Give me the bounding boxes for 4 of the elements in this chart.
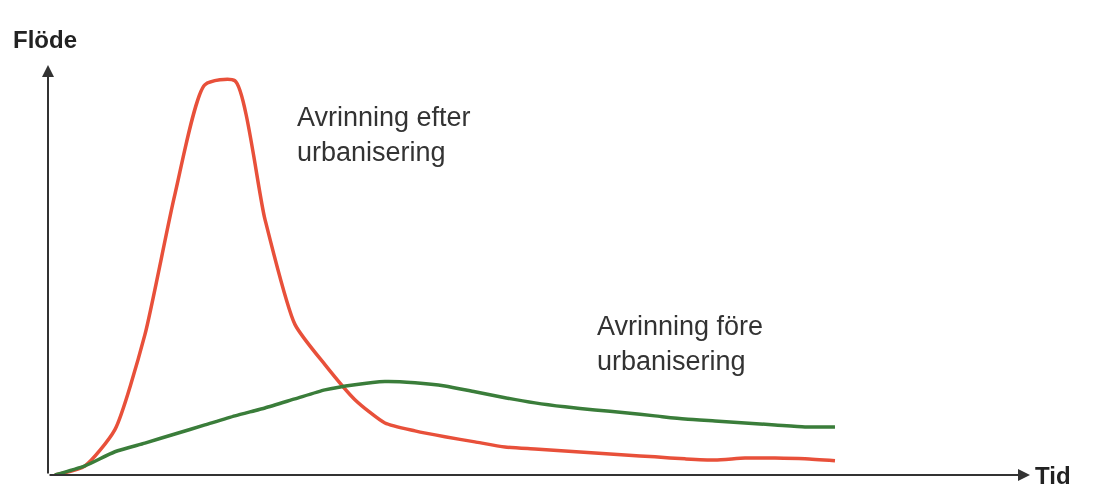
y-axis-title: Flöde [13,26,77,53]
series-label: Avrinning före urbanisering [597,311,764,377]
text: Tid [1035,462,1071,487]
series-label: Avrinning efter urbanisering [297,102,471,168]
